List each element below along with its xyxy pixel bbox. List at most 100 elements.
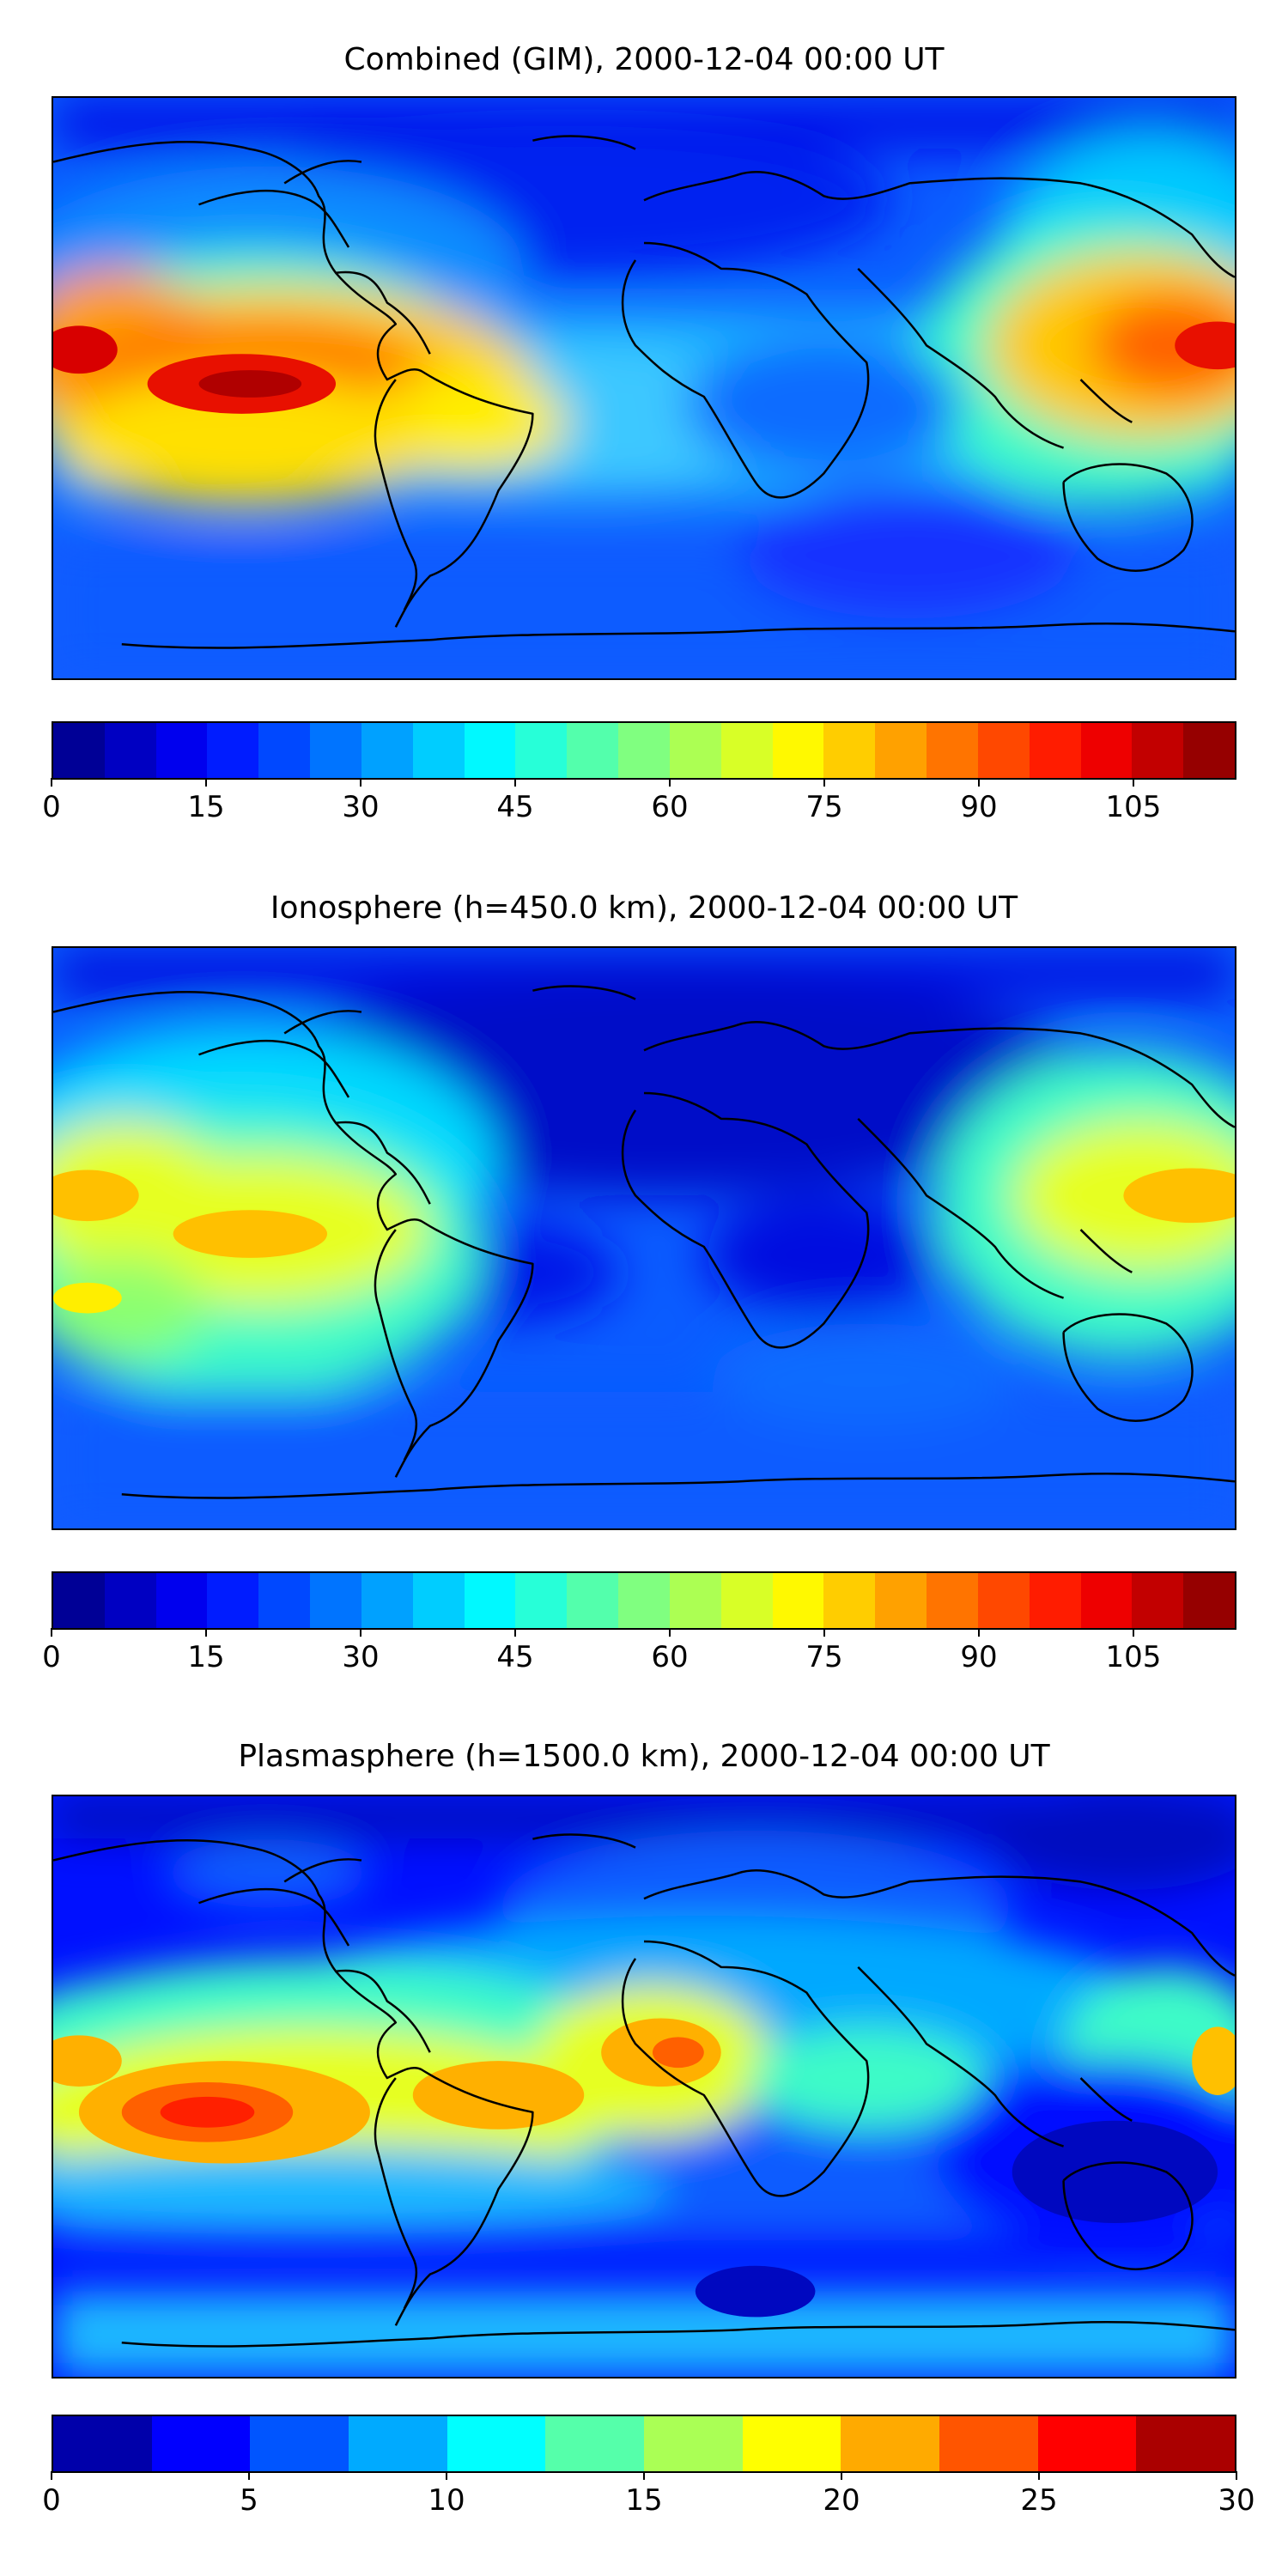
colorbar-tick-label: 30: [1218, 2483, 1255, 2518]
colorbar-tick-mark: [823, 1628, 825, 1637]
colorbar-segment: [772, 723, 824, 778]
colorbar-segment: [258, 1573, 311, 1628]
colorbar-segment: [772, 1573, 824, 1628]
colorbar-segment: [1080, 1573, 1133, 1628]
colorbar-tick-mark: [669, 1628, 671, 1637]
colorbar-segment: [361, 1573, 413, 1628]
colorbar-tick-mark: [51, 1628, 52, 1637]
colorbar-tick-mark: [841, 2471, 842, 2480]
colorbar-tick-label: 45: [496, 790, 534, 824]
colorbar-segment: [1132, 1573, 1184, 1628]
colorbar-segment: [151, 2416, 251, 2471]
colorbar-segment: [742, 2416, 841, 2471]
colorbar-segment: [515, 1573, 568, 1628]
colorbar-segment: [464, 723, 516, 778]
coastlines-plasmasphere: [53, 1833, 1235, 2348]
colorbar-segment: [927, 723, 978, 778]
colorbar-tick-mark: [823, 778, 825, 787]
tec-map-combined: [52, 96, 1236, 680]
colorbar-segment: [927, 1573, 978, 1628]
colorbar-segment: [875, 1573, 927, 1628]
colorbar-tick-label: 15: [625, 2483, 663, 2518]
colorbar-segment: [1029, 723, 1081, 778]
colorbar-tick-mark: [51, 2471, 52, 2480]
colorbar-tick-mark: [205, 778, 207, 787]
colorbar-ticks-combined: 0 15 30 45 60 75 90 105: [42, 778, 1236, 829]
chart-title: Combined (GIM), 2000-12-04 00:00 UT: [343, 42, 945, 77]
colorbar-tick-mark: [1132, 778, 1134, 787]
colorbar-segment: [567, 1573, 619, 1628]
colorbar-tick-label: 0: [42, 1640, 61, 1674]
colorbar-segment: [1132, 723, 1184, 778]
colorbar-segment: [1136, 2416, 1236, 2471]
colorbar-tick-label: 30: [342, 1640, 380, 1674]
colorbar-combined: [52, 721, 1236, 780]
colorbar-segment: [53, 1573, 105, 1628]
colorbar-tick-label: 0: [42, 2483, 61, 2518]
colorbar-segment: [669, 723, 721, 778]
colorbar-tick-label: 60: [651, 790, 689, 824]
colorbar-segment: [1183, 723, 1236, 778]
colorbar-tick-mark: [669, 778, 671, 787]
colorbar-tick-label: 45: [496, 1640, 534, 1674]
colorbar-segment: [104, 1573, 156, 1628]
colorbar-tick-label: 10: [428, 2483, 465, 2518]
colorbar-segment: [207, 1573, 259, 1628]
colorbar-tick-mark: [978, 1628, 980, 1637]
colorbar-tick-mark: [51, 778, 52, 787]
colorbar-segment: [464, 1573, 516, 1628]
colorbar-tick-mark: [205, 1628, 207, 1637]
colorbar-segment: [977, 723, 1030, 778]
colorbar-tick-mark: [514, 1628, 516, 1637]
colorbar-segment: [447, 2416, 546, 2471]
colorbar-tick-label: 90: [960, 1640, 998, 1674]
colorbar-segment: [155, 1573, 208, 1628]
colorbar-segment: [104, 723, 156, 778]
colorbar-segment: [618, 1573, 670, 1628]
colorbar-segment: [875, 723, 927, 778]
colorbar-segment: [1037, 2416, 1137, 2471]
coastlines-combined: [53, 135, 1235, 649]
colorbar-tick-label: 20: [823, 2483, 860, 2518]
colorbar-ticks-plasmasphere: 0 5 10 15 20 25 30: [42, 2471, 1255, 2523]
colorbar-segment: [1183, 1573, 1236, 1628]
colorbar-tick-mark: [248, 2471, 250, 2480]
chart-title: Ionosphere (h=450.0 km), 2000-12-04 00:0…: [270, 890, 1018, 926]
colorbar-segment: [545, 2416, 645, 2471]
colorbar-segment: [1080, 723, 1133, 778]
colorbar-tick-label: 105: [1105, 1640, 1162, 1674]
colorbar-segment: [250, 2416, 349, 2471]
coastlines-ionosphere: [53, 985, 1235, 1499]
colorbar-tick-mark: [1132, 1628, 1134, 1637]
colorbar-tick-label: 75: [805, 790, 843, 824]
colorbar-segment: [618, 723, 670, 778]
colorbar-tick-mark: [360, 1628, 361, 1637]
colorbar-segment: [53, 2416, 152, 2471]
tec-contour-svg: [53, 1796, 1235, 2377]
colorbar-segment: [720, 1573, 773, 1628]
colorbar-tick-label: 105: [1105, 790, 1162, 824]
tec-map-plasmasphere: [52, 1795, 1236, 2379]
colorbar-tick-label: 60: [651, 1640, 689, 1674]
colorbar-tick-label: 15: [187, 790, 225, 824]
colorbar-tick-label: 25: [1020, 2483, 1058, 2518]
colorbar-segment: [669, 1573, 721, 1628]
colorbar-segment: [349, 2416, 447, 2471]
colorbar-segment: [515, 723, 568, 778]
colorbar-ticks-ionosphere: 0 15 30 45 60 75 90 105: [42, 1628, 1236, 1680]
colorbar-tick-label: 30: [342, 790, 380, 824]
colorbar-tick-mark: [978, 778, 980, 787]
colorbar-segment: [412, 723, 465, 778]
colorbar-segment: [412, 1573, 465, 1628]
colorbar-segment: [841, 2416, 940, 2471]
colorbar-segment: [823, 1573, 876, 1628]
colorbar-tick-mark: [446, 2471, 447, 2480]
colorbar-segment: [644, 2416, 743, 2471]
colorbar-segment: [361, 723, 413, 778]
colorbar-segment: [207, 723, 259, 778]
colorbar-ionosphere: [52, 1571, 1236, 1630]
colorbar-tick-mark: [360, 778, 361, 787]
colorbar-tick-mark: [514, 778, 516, 787]
colorbar-segment: [823, 723, 876, 778]
colorbar-tick-mark: [1236, 2471, 1237, 2480]
